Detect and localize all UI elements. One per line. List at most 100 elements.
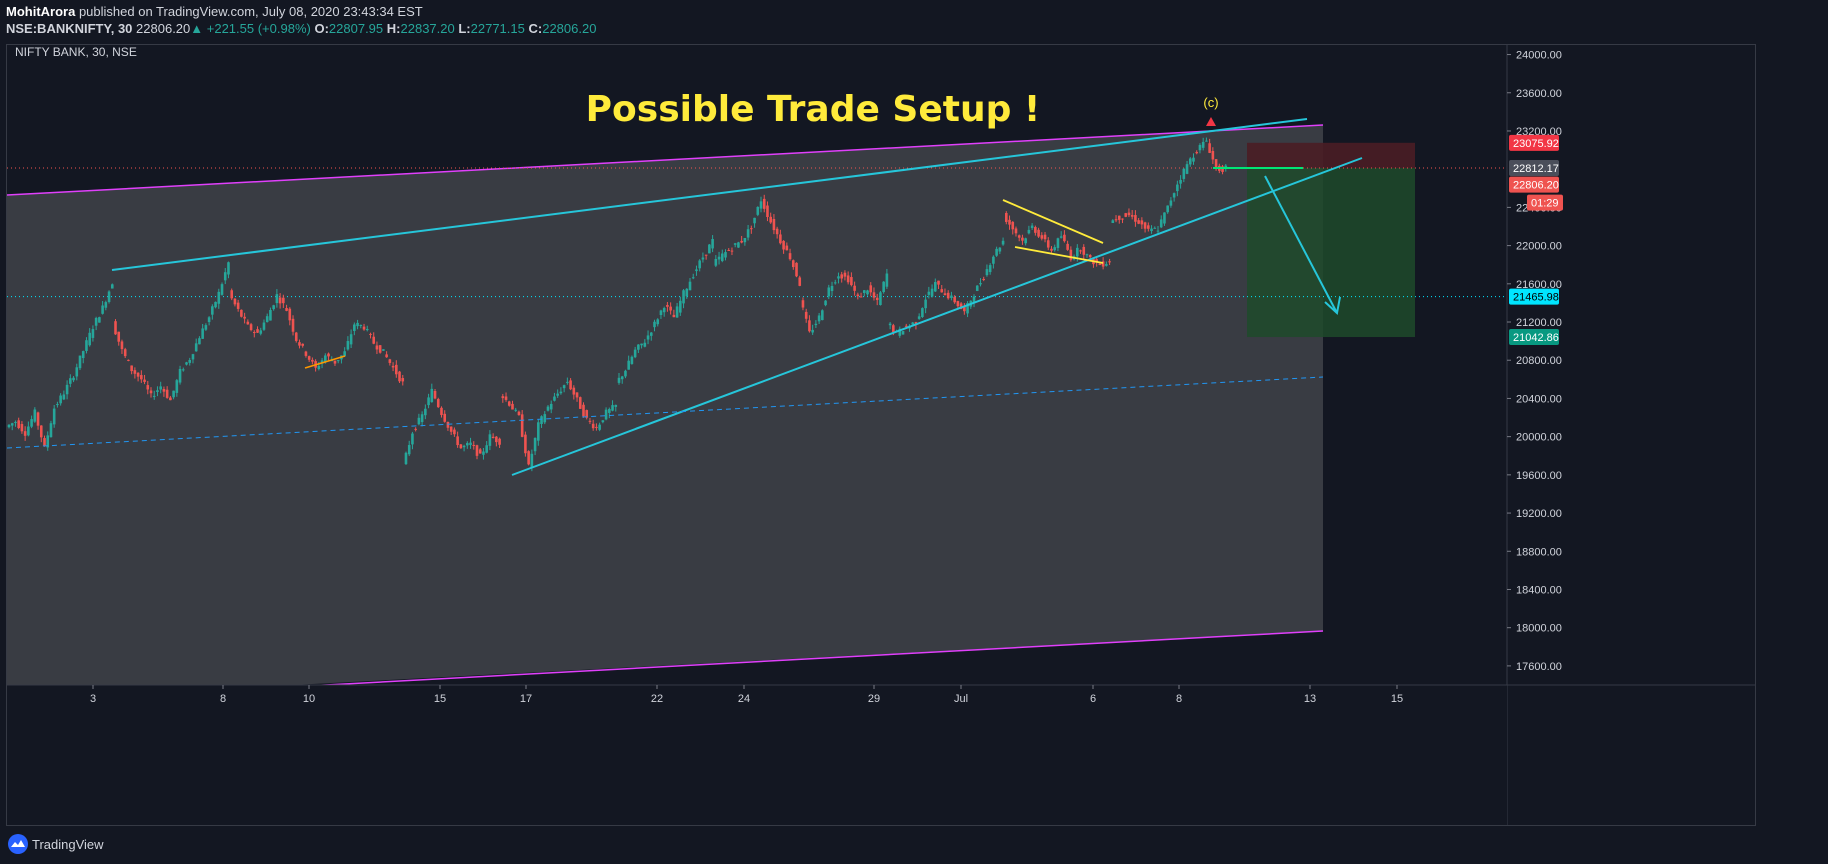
candle-body	[730, 250, 734, 252]
candle-body	[979, 283, 982, 285]
stop-loss-zone	[1247, 142, 1415, 169]
candle-body	[537, 422, 540, 441]
candle-body	[556, 393, 559, 396]
candle-body	[69, 378, 72, 384]
candle-body	[704, 254, 708, 256]
candle-body	[343, 351, 346, 357]
candle-body	[201, 328, 204, 339]
candle-body	[659, 310, 663, 316]
candle-body	[501, 396, 505, 399]
price-label-box	[1509, 160, 1559, 177]
channel-lower-line	[306, 630, 1324, 687]
candle-body	[637, 344, 640, 350]
candle-body	[643, 342, 647, 347]
candle-body	[14, 421, 17, 423]
price-chart[interactable]: NIFTY BANK, 30, NSE Possible Trade Setup…	[7, 45, 1756, 826]
footer-brand[interactable]: TradingView	[32, 836, 104, 852]
candle-body	[359, 324, 363, 326]
candle-body	[1201, 141, 1205, 148]
candle-body	[601, 420, 605, 423]
candle-body	[23, 431, 27, 436]
candle-body	[252, 332, 256, 334]
candle-body	[1172, 193, 1176, 198]
candle-body	[120, 341, 124, 350]
x-tick-label: 13	[1304, 693, 1316, 705]
candle-body	[1005, 212, 1008, 222]
candle-body	[972, 296, 976, 303]
candle-body	[249, 324, 253, 331]
candle-body	[995, 248, 998, 256]
candle-body	[78, 355, 82, 369]
candle-body	[921, 308, 924, 318]
chart-frame[interactable]: NIFTY BANK, 30, NSE Possible Trade Setup…	[6, 44, 1756, 826]
y-tick-label: 18800.00	[1516, 546, 1562, 558]
candle-body	[817, 315, 821, 322]
candle-body	[453, 429, 456, 435]
candle-body	[49, 423, 53, 438]
candle-body	[133, 370, 137, 374]
candle-body	[227, 262, 230, 275]
candle-body	[1037, 229, 1040, 237]
candle-body	[1150, 228, 1153, 232]
candle-body	[59, 395, 62, 404]
candle-body	[462, 445, 466, 448]
candle-body	[520, 414, 524, 437]
candle-body	[653, 321, 656, 328]
candle-body	[98, 317, 101, 323]
candle-body	[572, 387, 576, 395]
candle-body	[1127, 212, 1131, 216]
author-name[interactable]: MohitArora	[6, 4, 76, 19]
candle-body	[727, 249, 731, 251]
candle-body	[417, 417, 421, 425]
candle-body	[779, 234, 782, 244]
candle-body	[869, 285, 873, 293]
publisher-line: MohitArora published on TradingView.com,…	[6, 3, 596, 20]
x-tick-label: 10	[303, 693, 315, 705]
candle-body	[278, 297, 282, 304]
candle-body	[275, 294, 279, 304]
price-label-box	[1527, 194, 1563, 211]
candle-body	[469, 442, 472, 446]
candle-body	[191, 354, 195, 360]
candle-body	[1169, 200, 1173, 206]
candle-body	[1056, 238, 1060, 248]
candle-body	[762, 198, 766, 209]
candle-body	[123, 349, 127, 357]
candle-body	[372, 336, 376, 344]
candle-body	[862, 290, 866, 293]
candle-body	[595, 426, 598, 428]
candle-body	[427, 397, 430, 406]
candle-body	[10, 423, 14, 426]
candle-body	[517, 411, 521, 416]
candle-body	[152, 395, 156, 397]
candle-body	[540, 416, 543, 424]
candle-body	[369, 333, 372, 335]
price-label-text: 01:29	[1531, 198, 1559, 210]
candle-body	[733, 243, 737, 245]
candle-body	[385, 354, 388, 358]
candle-body	[459, 444, 463, 449]
candle-body	[175, 380, 179, 393]
candle-body	[269, 310, 272, 321]
candle-body	[1163, 212, 1166, 224]
candle-body	[127, 359, 130, 361]
candle-body	[420, 414, 424, 423]
time-axis-background	[7, 685, 1507, 825]
candle-body	[753, 217, 756, 224]
candle-body	[598, 424, 601, 430]
chart-header: MohitArora published on TradingView.com,…	[6, 3, 596, 37]
candle-body	[566, 381, 569, 383]
candle-body	[323, 355, 327, 363]
candle-body	[940, 289, 944, 293]
candle-body	[575, 392, 579, 398]
candle-body	[424, 408, 427, 416]
chart-title: Possible Trade Setup !	[586, 89, 1041, 130]
price-label-box	[1509, 329, 1559, 346]
tradingview-logo-icon[interactable]	[8, 834, 28, 854]
candle-body	[1121, 218, 1124, 220]
candle-body	[1205, 140, 1208, 142]
candle-body	[482, 451, 485, 455]
candle-body	[691, 277, 695, 279]
candle-body	[223, 272, 227, 281]
price-label-box	[1509, 134, 1559, 151]
